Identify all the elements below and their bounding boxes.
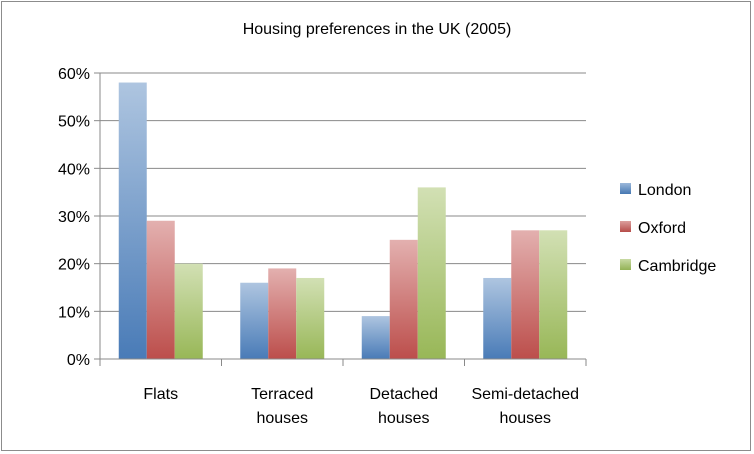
- bar-london-0: [118, 82, 147, 360]
- y-tick-label: 10%: [58, 304, 90, 321]
- legend: London Oxford Cambridge: [620, 182, 716, 275]
- bar-cambridge-0: [174, 263, 203, 359]
- bar-london-3: [483, 277, 512, 359]
- legend-label-cambridge: Cambridge: [638, 258, 716, 275]
- bar-oxford-1: [268, 268, 297, 359]
- category-label: houses: [256, 410, 308, 427]
- legend-swatch-london: [620, 183, 631, 194]
- y-tick-label: 60%: [58, 66, 90, 83]
- y-tick-label: 0%: [67, 352, 90, 369]
- bar-cambridge-3: [539, 230, 568, 359]
- legend-label-oxford: Oxford: [638, 220, 686, 237]
- category-label: Terraced: [251, 386, 313, 403]
- legend-label-london: London: [638, 182, 691, 199]
- bars: [118, 82, 568, 360]
- category-label: houses: [499, 410, 551, 427]
- category-label: Semi-detached: [471, 386, 579, 403]
- bar-cambridge-2: [417, 187, 446, 359]
- bar-oxford-3: [511, 230, 540, 359]
- legend-swatch-oxford: [620, 221, 631, 232]
- category-label: Flats: [143, 386, 178, 403]
- bar-london-2: [361, 316, 390, 359]
- axes: [99, 73, 587, 366]
- y-tick-label: 20%: [58, 257, 90, 274]
- y-tick-label: 40%: [58, 161, 90, 178]
- bar-london-1: [240, 282, 269, 359]
- y-axis-tick-labels: 0% 10% 20% 30% 40% 50% 60%: [58, 66, 90, 369]
- bar-oxford-0: [146, 220, 175, 359]
- y-tick-label: 30%: [58, 209, 90, 226]
- bar-oxford-2: [389, 239, 418, 359]
- chart-title: Housing preferences in the UK (2005): [243, 21, 512, 38]
- category-labels: Flats Terraced houses Detached houses Semi-de…: [143, 386, 579, 427]
- bar-cambridge-1: [296, 277, 325, 359]
- legend-swatch-cambridge: [620, 259, 631, 270]
- category-label: Detached: [370, 386, 439, 403]
- category-label: houses: [378, 410, 430, 427]
- y-tick-label: 50%: [58, 114, 90, 131]
